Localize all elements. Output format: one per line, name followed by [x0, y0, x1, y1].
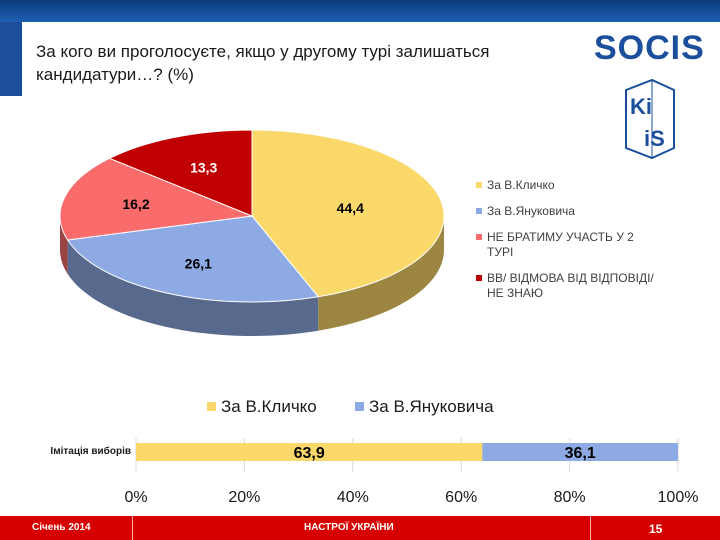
x-tick-label: 100%: [658, 489, 699, 506]
x-tick-label: 0%: [124, 489, 147, 506]
pie-data-label: 13,3: [190, 159, 217, 175]
page-number: 15: [649, 522, 663, 536]
footer-divider: [590, 516, 591, 540]
title-line-1: За кого ви проголосуєте, якщо у другому …: [36, 42, 490, 61]
legend-swatch: [476, 275, 482, 281]
title-accent: [0, 22, 22, 96]
legend-item: За В.Кличко: [476, 178, 706, 193]
title-line-2: кандидатури…? (%): [36, 65, 194, 84]
bar-chart: За В.Кличко За В.Януковича 0% 20% 40% 60% 80% 1…: [50, 397, 699, 506]
pie-side-1: [67, 239, 319, 336]
x-tick-label: 40%: [337, 489, 369, 506]
socis-logo: SOCIS: [594, 29, 705, 67]
pie-legend: За В.Кличко За В.Януковича НЕ БРАТИМУ УЧАС…: [476, 178, 706, 312]
kiis-logo-text-top: Ki: [630, 94, 652, 119]
legend-swatch: [476, 208, 482, 214]
slide-title: За кого ви проголосуєте, якщо у другому …: [36, 40, 556, 86]
bar-legend-label: За В.Януковича: [369, 397, 494, 416]
legend-label: За В.Кличко: [487, 178, 555, 192]
pie-chart: 44,4 26,1 16,2 13,3: [59, 129, 445, 336]
x-tick-label: 60%: [445, 489, 477, 506]
pie-slice-0: [251, 129, 445, 298]
pie-slice-2: [59, 157, 254, 241]
legend-item: НЕ БРАТИМУ УЧАСТЬ У 2 ТУРІ: [476, 230, 706, 260]
bar-legend-swatch: [207, 402, 216, 411]
pie-data-label: 26,1: [185, 256, 212, 272]
bar-legend-swatch: [355, 402, 364, 411]
footer-title: НАСТРОЇ УКРАЇНИ: [304, 522, 394, 533]
footer: Січень 2014 НАСТРОЇ УКРАЇНИ 15: [0, 516, 720, 540]
pie-data-label: 44,4: [337, 200, 364, 216]
kiis-logo: Ki iS: [625, 78, 675, 160]
legend-label: ТУРІ: [487, 245, 514, 259]
legend-swatch: [476, 182, 482, 188]
pie-data-label: 16,2: [122, 196, 149, 212]
footer-date: Січень 2014: [32, 522, 91, 533]
category-label: Імітація виборів: [50, 445, 131, 457]
legend-label: НЕ ЗНАЮ: [487, 286, 544, 300]
socis-logo-text: SOCIS: [594, 29, 705, 67]
pie-side-0: [318, 216, 444, 331]
bar-legend-label: За В.Кличко: [221, 397, 317, 416]
legend-label: За В.Януковича: [487, 204, 575, 218]
legend-label: ВВ/ ВІДМОВА ВІД ВІДПОВІДІ/: [487, 271, 654, 285]
pie-slice-3: [108, 129, 253, 217]
bar-data-label: 36,1: [565, 445, 596, 462]
kiis-logo-text-bottom: iS: [644, 126, 665, 151]
bar-segment: [482, 443, 678, 461]
legend-label: НЕ БРАТИМУ УЧАСТЬ У 2: [487, 230, 634, 244]
legend-item: За В.Януковича: [476, 204, 706, 219]
bar-data-label: 63,9: [294, 445, 325, 462]
pie-slice-1: [66, 215, 320, 303]
legend-swatch: [476, 234, 482, 240]
x-tick-label: 80%: [554, 489, 586, 506]
footer-divider: [132, 516, 133, 540]
pie-side-2: [60, 216, 68, 274]
bar-segment: [136, 443, 483, 461]
x-tick-label: 20%: [228, 489, 260, 506]
legend-item: ВВ/ ВІДМОВА ВІД ВІДПОВІДІ/НЕ ЗНАЮ: [476, 271, 706, 301]
top-bar: [0, 0, 720, 22]
